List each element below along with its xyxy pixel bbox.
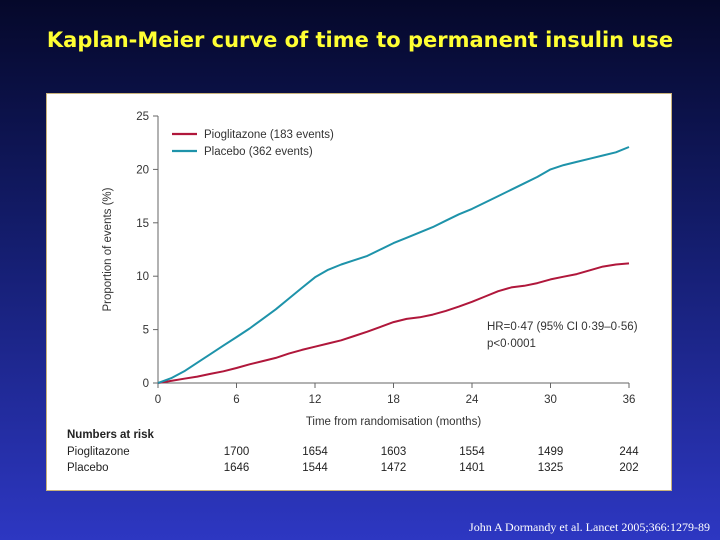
risk-value: 1700 <box>224 446 250 458</box>
axes: 0 5 10 15 20 25 0 6 12 18 24 30 36 Time from randomis… <box>102 111 635 428</box>
risk-value: 1646 <box>224 462 250 474</box>
x-tick-label: 12 <box>309 394 322 406</box>
risk-table-heading: Numbers at risk <box>67 429 155 441</box>
legend-label: Pioglitazone (183 events) <box>204 129 334 141</box>
y-axis-title: Proportion of events (%) <box>102 187 114 311</box>
risk-value: 1499 <box>538 446 564 458</box>
y-tick-label: 15 <box>136 218 149 230</box>
x-tick-label: 24 <box>466 394 479 406</box>
annotation-line-2: p<0·0001 <box>487 338 536 350</box>
risk-value: 1603 <box>381 446 407 458</box>
risk-value: 1325 <box>538 462 564 474</box>
risk-value: 202 <box>619 462 638 474</box>
y-tick-label: 20 <box>136 164 149 176</box>
numbers-at-risk-table: Numbers at risk Pioglitazone 1700 1654 1603… <box>67 429 639 474</box>
risk-value: 1544 <box>302 462 328 474</box>
series-layer <box>157 146 630 384</box>
x-axis-title: Time from randomisation (months) <box>306 416 481 428</box>
x-tick-label: 30 <box>544 394 557 406</box>
risk-value: 1654 <box>302 446 328 458</box>
y-tick-label: 5 <box>143 325 149 337</box>
x-tick-label: 6 <box>233 394 239 406</box>
y-tick-label: 0 <box>143 378 149 390</box>
x-tick-label: 36 <box>623 394 636 406</box>
series-line-placebo <box>157 146 630 384</box>
hazard-ratio-annotation: HR=0·47 (95% CI 0·39–0·56) p<0·0001 <box>487 321 638 350</box>
x-tick-label: 18 <box>387 394 400 406</box>
citation: John A Dormandy et al. Lancet 2005;366:1… <box>469 520 710 534</box>
series-line-pioglitazone <box>157 262 630 384</box>
risk-value: 1472 <box>381 462 407 474</box>
risk-row-label: Pioglitazone <box>67 446 130 458</box>
risk-value: 1401 <box>459 462 485 474</box>
risk-row-label: Placebo <box>67 462 109 474</box>
risk-value: 244 <box>619 446 639 458</box>
annotation-line-1: HR=0·47 (95% CI 0·39–0·56) <box>487 321 638 333</box>
slide-title: Kaplan-Meier curve of time to permanent … <box>46 28 674 52</box>
legend-label: Placebo (362 events) <box>204 146 313 158</box>
legend: Pioglitazone (183 events) Placebo (362 ev… <box>172 129 334 158</box>
y-tick-label: 25 <box>136 111 149 123</box>
km-chart: 0 5 10 15 20 25 0 6 12 18 24 30 36 Time from randomis… <box>67 111 639 474</box>
y-tick-label: 10 <box>136 271 149 283</box>
x-tick-label: 0 <box>155 394 161 406</box>
chart-panel: 0 5 10 15 20 25 0 6 12 18 24 30 36 Time from randomis… <box>46 93 672 491</box>
risk-value: 1554 <box>459 446 485 458</box>
